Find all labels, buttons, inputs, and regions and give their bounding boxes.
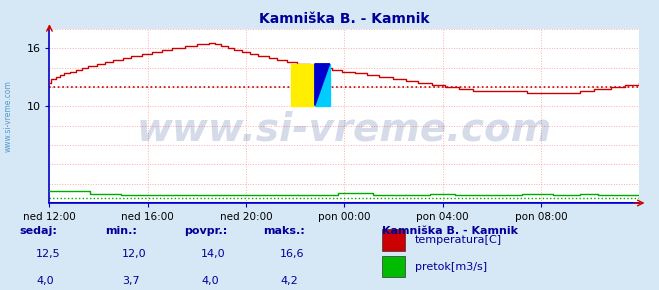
Title: Kamniška B. - Kamnik: Kamniška B. - Kamnik: [259, 12, 430, 26]
Text: pretok[m3/s]: pretok[m3/s]: [415, 262, 487, 271]
Text: min.:: min.:: [105, 226, 137, 236]
Text: povpr.:: povpr.:: [185, 226, 228, 236]
Text: 16,6: 16,6: [280, 249, 304, 259]
Text: www.si-vreme.com: www.si-vreme.com: [3, 80, 13, 152]
Bar: [291, 64, 315, 106]
Bar: [315, 64, 330, 106]
Text: temperatura[C]: temperatura[C]: [415, 235, 502, 245]
Text: 14,0: 14,0: [201, 249, 225, 259]
Text: sedaj:: sedaj:: [20, 226, 57, 236]
Text: 4,0: 4,0: [36, 276, 54, 286]
Text: Kamniška B. - Kamnik: Kamniška B. - Kamnik: [382, 226, 518, 236]
Text: 12,0: 12,0: [122, 249, 146, 259]
Text: 3,7: 3,7: [122, 276, 140, 286]
Text: 4,2: 4,2: [280, 276, 298, 286]
Bar: [382, 229, 405, 251]
Text: 4,0: 4,0: [201, 276, 219, 286]
Text: maks.:: maks.:: [264, 226, 305, 236]
Text: 12,5: 12,5: [36, 249, 61, 259]
Bar: [382, 255, 405, 278]
Polygon shape: [315, 64, 330, 106]
Text: www.si-vreme.com: www.si-vreme.com: [136, 111, 552, 149]
